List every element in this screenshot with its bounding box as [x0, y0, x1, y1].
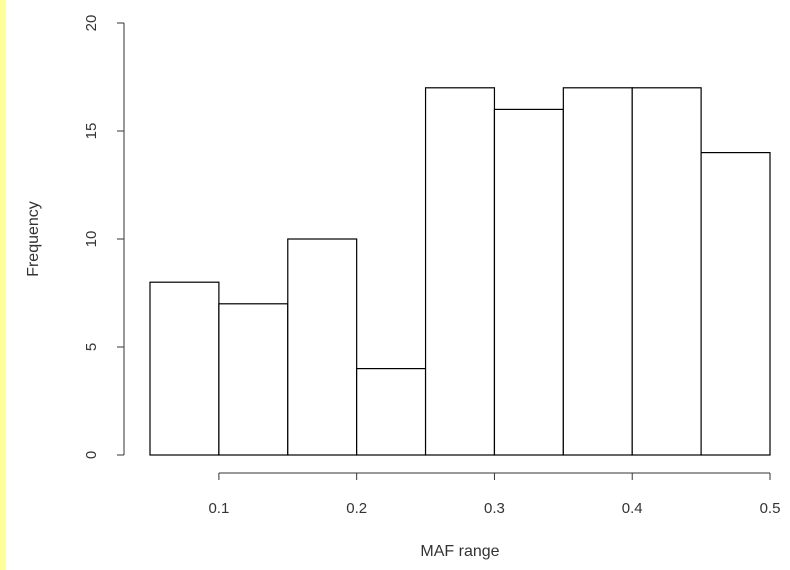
y-tick-label: 0 [83, 451, 100, 459]
histogram-bar [424, 87, 496, 456]
bars-group [149, 87, 771, 456]
histogram-bar [700, 152, 771, 456]
x-tick-label: 0.4 [622, 500, 643, 517]
y-tick-label: 15 [83, 123, 100, 140]
y-axis-title: Frequency [25, 201, 42, 277]
left-color-strip [0, 0, 6, 570]
y-axis: 0 5 10 15 20 [83, 15, 125, 459]
histogram-bar [493, 108, 564, 456]
histogram-bar [287, 238, 358, 456]
x-tick-label: 0.2 [346, 500, 367, 517]
x-axis-title: MAF range [420, 543, 499, 560]
histogram-bar [218, 303, 289, 456]
x-tick-label: 0.5 [760, 500, 781, 517]
x-tick-label: 0.3 [484, 500, 505, 517]
x-tick-label: 0.1 [208, 500, 229, 517]
histogram-bar [562, 87, 633, 456]
histogram-bar [149, 281, 220, 456]
histogram-bar [356, 368, 427, 456]
y-tick-label: 20 [83, 15, 100, 32]
y-tick-label: 5 [83, 343, 100, 351]
histogram-bar [631, 87, 702, 456]
y-tick-label: 10 [83, 231, 100, 248]
x-axis: 0.1 0.2 0.3 0.4 0.5 [208, 472, 781, 517]
